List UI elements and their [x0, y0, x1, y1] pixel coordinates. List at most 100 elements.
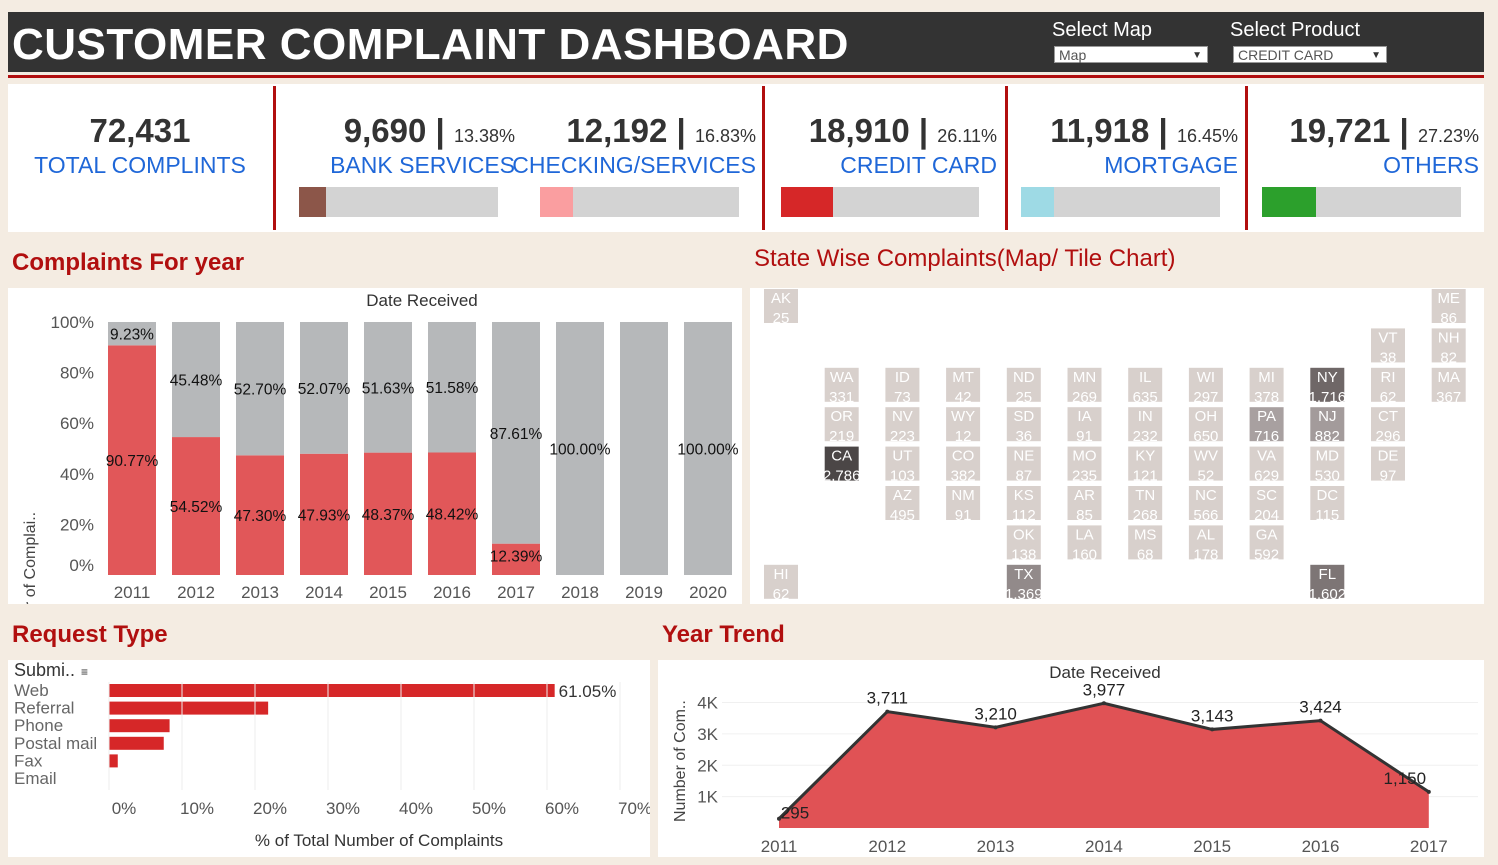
- state-tile-fl[interactable]: FL 1,602: [1309, 564, 1347, 603]
- state-tile-ga[interactable]: GA 592: [1249, 525, 1284, 563]
- state-tile-hi[interactable]: HI 62: [764, 564, 798, 603]
- hbar[interactable]: [109, 684, 555, 697]
- state-tile-me[interactable]: ME 86: [1431, 289, 1466, 327]
- bar-segment[interactable]: [172, 437, 220, 575]
- state-tile-dc[interactable]: DC 115: [1310, 486, 1345, 524]
- state-tile-id[interactable]: ID 73: [885, 367, 920, 406]
- state-tile-nj[interactable]: NJ 882: [1310, 407, 1345, 445]
- area-point[interactable]: [1426, 789, 1431, 794]
- state-tile-az[interactable]: AZ 495: [885, 486, 920, 524]
- hbar[interactable]: [109, 719, 170, 733]
- state-tile-oh[interactable]: OH 650: [1188, 407, 1223, 445]
- state-tile-value: 86: [1440, 310, 1457, 327]
- area-data-label: 295: [781, 804, 809, 823]
- state-tile-ct[interactable]: CT 296: [1371, 407, 1405, 445]
- kpi-bar-fill: [540, 187, 574, 217]
- state-tile-vt[interactable]: VT 38: [1371, 328, 1405, 366]
- state-tile-pa[interactable]: PA 716: [1249, 407, 1284, 445]
- select-product-dropdown[interactable]: CREDIT CARD ▼: [1233, 46, 1387, 63]
- select-map-label: Select Map: [1052, 19, 1153, 41]
- area-point[interactable]: [1101, 701, 1106, 706]
- state-tile-wi[interactable]: WI 297: [1188, 367, 1223, 406]
- bar-segment[interactable]: [364, 452, 412, 575]
- state-tile-mn[interactable]: MN 269: [1067, 367, 1102, 406]
- state-tile-wy[interactable]: WY 12: [946, 407, 981, 445]
- state-tile-ks[interactable]: KS 112: [1006, 486, 1041, 524]
- bar-segment[interactable]: [492, 543, 540, 575]
- state-tile-tn[interactable]: TN 268: [1128, 486, 1163, 524]
- bar-segment[interactable]: [620, 322, 668, 575]
- state-tile-la[interactable]: LA 160: [1067, 525, 1102, 563]
- sort-icon[interactable]: ≡: [81, 665, 88, 679]
- state-tile-co[interactable]: CO 382: [946, 446, 981, 485]
- x-tick-label: 30%: [326, 799, 360, 818]
- bar-segment[interactable]: [172, 322, 220, 438]
- bar-segment[interactable]: [428, 452, 476, 575]
- state-tile-abbr: AL: [1197, 526, 1215, 543]
- state-tile-ia[interactable]: IA 91: [1067, 407, 1102, 445]
- bar-segment[interactable]: [492, 322, 540, 544]
- state-tile-abbr: MO: [1072, 448, 1096, 465]
- state-tile-abbr: IL: [1139, 369, 1152, 386]
- state-tile-mi[interactable]: MI 378: [1249, 367, 1284, 406]
- bar-segment[interactable]: [300, 453, 348, 575]
- state-tile-ca[interactable]: CA 2,786: [823, 446, 861, 485]
- x-tick-label: 20%: [253, 799, 287, 818]
- area-point[interactable]: [885, 709, 890, 714]
- hbar[interactable]: [109, 736, 164, 750]
- state-tile-ok[interactable]: OK 138: [1006, 525, 1041, 563]
- area-data-label: 3,977: [1083, 680, 1126, 699]
- state-tile-mo[interactable]: MO 235: [1067, 446, 1102, 485]
- state-tile-ak[interactable]: AK 25: [764, 289, 798, 327]
- state-tile-wv[interactable]: WV 52: [1188, 446, 1223, 485]
- bar-segment[interactable]: [428, 322, 476, 453]
- state-tile-map-panel: AK 25 ME 86 VT 38 NH 82 WA 331 ID 73 MT 42 ND 25 MN 269 IL…: [750, 288, 1484, 604]
- state-tile-mt[interactable]: MT 42: [946, 367, 981, 406]
- state-tile-ri[interactable]: RI 62: [1371, 367, 1405, 406]
- x-tick-label: 2013: [977, 837, 1015, 856]
- state-tile-al[interactable]: AL 178: [1188, 525, 1223, 563]
- state-tile-sc[interactable]: SC 204: [1249, 486, 1284, 524]
- state-tile-ms[interactable]: MS 68: [1128, 525, 1163, 563]
- bar-segment[interactable]: [684, 322, 732, 575]
- state-tile-tx[interactable]: TX 1,369: [1005, 564, 1043, 603]
- state-tile-or[interactable]: OR 219: [824, 407, 859, 445]
- area-point[interactable]: [993, 725, 998, 730]
- bar-segment[interactable]: [236, 455, 284, 575]
- state-tile-ma[interactable]: MA 367: [1431, 367, 1466, 406]
- state-tile-ny[interactable]: NY 1,716: [1309, 367, 1347, 406]
- state-tile-de[interactable]: DE 97: [1371, 446, 1405, 485]
- state-tile-md[interactable]: MD 530: [1310, 446, 1345, 485]
- state-tile-nc[interactable]: NC 566: [1188, 486, 1223, 524]
- bar-segment[interactable]: [364, 322, 412, 453]
- state-tile-sd[interactable]: SD 36: [1006, 407, 1041, 445]
- state-tile-ky[interactable]: KY 121: [1128, 446, 1163, 485]
- x-tick-label: 10%: [180, 799, 214, 818]
- area-point[interactable]: [777, 816, 781, 821]
- state-tile-abbr: VT: [1378, 329, 1397, 346]
- y-tick-label: 40%: [60, 465, 94, 484]
- state-tile-wa[interactable]: WA 331: [824, 367, 859, 406]
- area-point[interactable]: [1210, 727, 1215, 732]
- bar-segment[interactable]: [236, 322, 284, 456]
- bar-segment[interactable]: [108, 345, 156, 575]
- kpi-bar-fill: [1021, 187, 1054, 217]
- hbar[interactable]: [109, 701, 269, 715]
- state-tile-nv[interactable]: NV 223: [885, 407, 920, 445]
- bar-segment[interactable]: [556, 322, 604, 575]
- state-tile-va[interactable]: VA 629: [1249, 446, 1284, 485]
- state-tile-in[interactable]: IN 232: [1128, 407, 1163, 445]
- select-map-dropdown[interactable]: Map ▼: [1054, 46, 1208, 63]
- state-tile-nh[interactable]: NH 82: [1431, 328, 1466, 366]
- area-point[interactable]: [1318, 718, 1323, 723]
- bar-segment[interactable]: [108, 322, 156, 346]
- state-tile-ar[interactable]: AR 85: [1067, 486, 1102, 524]
- state-tile-nd[interactable]: ND 25: [1006, 367, 1041, 406]
- state-tile-ne[interactable]: NE 87: [1006, 446, 1041, 485]
- bar-segment[interactable]: [300, 322, 348, 454]
- hbar[interactable]: [109, 754, 118, 768]
- kpi-card-credit-card: 18,910 | 26.11% CREDIT CARD: [808, 112, 997, 178]
- state-tile-nm[interactable]: NM 91: [946, 486, 981, 524]
- state-tile-il[interactable]: IL 635: [1128, 367, 1163, 406]
- state-tile-ut[interactable]: UT 103: [885, 446, 920, 485]
